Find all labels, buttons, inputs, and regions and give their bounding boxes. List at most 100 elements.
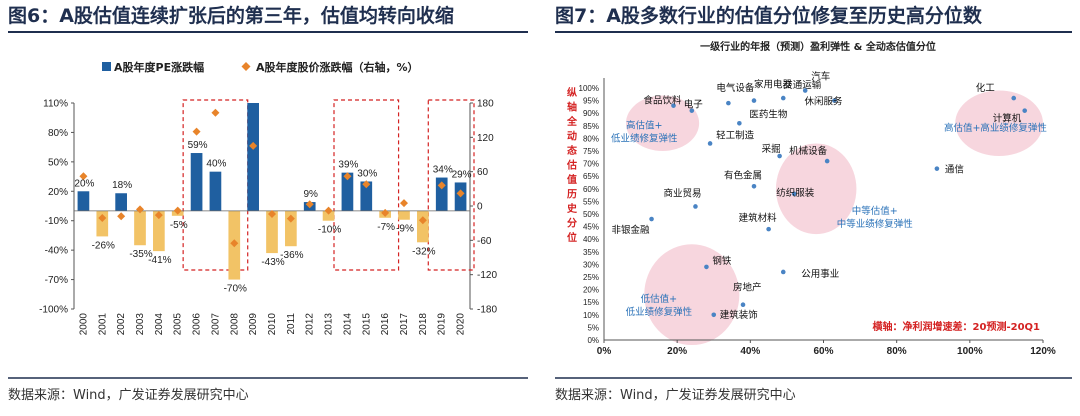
zone-label: 低业绩修复弹性: [626, 306, 693, 318]
left-axis-tick-label: -70%: [45, 275, 68, 286]
pe-value-label: -26%: [92, 240, 115, 251]
pe-bar: [435, 177, 448, 211]
price-marker: [324, 206, 333, 215]
scatter-point-label: 有色金属: [724, 169, 762, 181]
pe-value-label: -70%: [224, 284, 247, 295]
price-marker: [400, 199, 408, 208]
scatter-point: [832, 98, 837, 103]
zone-ellipse: [644, 244, 740, 346]
scatter-point: [751, 183, 757, 189]
left-chart: A股年度PE涨跌幅 A股年度股价涨跌幅（右轴，%） 110% 80% 50% 20% -10…: [39, 60, 497, 335]
x-tick-label: 100%: [957, 346, 983, 357]
y-tick-label: 40%: [583, 235, 599, 244]
y-axis-label-char: 纵: [567, 86, 577, 99]
pe-bar: [285, 210, 297, 247]
price-marker: [456, 189, 465, 198]
zone-label: 高估值+: [626, 119, 662, 131]
x-tick-label: 80%: [887, 346, 907, 357]
y-tick-label: 80%: [583, 134, 599, 143]
pe-value-label: 39%: [338, 160, 358, 171]
x-category-label: 2003: [135, 313, 146, 336]
y-tick-label: 35%: [583, 248, 599, 257]
y-tick-label: 15%: [583, 298, 599, 307]
right-figure-title: 图7：A股多数行业的估值分位修复至历史高分位数: [555, 4, 983, 27]
y-tick-label: 45%: [583, 223, 599, 232]
left-axis-tick-label: 110%: [43, 99, 68, 110]
scatter-title: 一级行业的年报（预测）盈利弹性 & 全动态估值分位: [700, 40, 936, 53]
x-category-label: 2006: [192, 313, 203, 336]
x-category-label: 2001: [97, 313, 108, 336]
scatter-point: [689, 108, 695, 113]
scatter-point: [791, 191, 797, 197]
x-category-label: 2019: [437, 313, 448, 336]
scatter-point-label: 计算机: [993, 113, 1022, 125]
scatter-point-label: 钢铁: [712, 255, 732, 267]
right-axis-tick-label: 60: [477, 167, 489, 178]
x-tick-label: 60%: [813, 346, 833, 357]
y-axis-label-char: 分: [567, 217, 577, 230]
x-category-label: 2012: [305, 313, 316, 336]
x-category-label: 2020: [456, 313, 467, 336]
pe-bar: [209, 171, 222, 211]
x-category-label: 2002: [116, 313, 127, 336]
scatter-point-label: 电气设备: [716, 82, 755, 94]
pe-bar: [266, 210, 278, 254]
scatter-point: [707, 141, 713, 146]
x-tick-label: 0%: [597, 346, 612, 357]
x-category-label: 2007: [210, 313, 221, 336]
scatter-point-label: 房地产: [733, 282, 762, 294]
legend-label-price: A股年度股价涨跌幅（右轴，%）: [256, 60, 419, 74]
scatter-point-label: 轻工制造: [716, 129, 755, 141]
pe-value-label: -35%: [129, 249, 152, 260]
legend-swatch-price: [241, 62, 251, 71]
scatter-point: [780, 95, 786, 101]
x-category-label: 2004: [154, 313, 165, 336]
scatter-point-label: 汽车: [811, 71, 830, 83]
pe-value-label: -7%: [377, 222, 395, 233]
x-category-label: 2014: [342, 313, 353, 336]
y-axis-label-char: 位: [567, 231, 577, 244]
scatter-point: [671, 103, 676, 108]
y-tick-label: 5%: [587, 323, 599, 332]
y-tick-label: 95%: [583, 97, 599, 106]
right-source: 数据来源：Wind，广发证券发展研究中心: [555, 387, 796, 403]
scatter-point-label: 通信: [945, 164, 964, 176]
scatter-point: [740, 302, 746, 308]
y-axis-label-char: 历: [567, 189, 577, 201]
right-axis-tick-label: -120: [477, 270, 497, 281]
left-axis-tick-label: -40%: [45, 246, 68, 257]
left-source: 数据来源：Wind，广发证券发展研究中心: [8, 387, 249, 403]
left-axis-tick-label: -100%: [39, 305, 68, 316]
x-category-label: 2013: [324, 313, 335, 336]
pe-bar: [417, 210, 429, 243]
y-tick-label: 50%: [583, 210, 599, 219]
x-category-label: 2018: [418, 313, 429, 336]
scatter-point: [934, 166, 940, 171]
price-marker: [211, 108, 220, 117]
price-marker: [249, 141, 258, 150]
zone-label: 低业绩修复弹性: [611, 132, 678, 144]
pe-value-label: 9%: [303, 189, 318, 200]
price-marker: [98, 214, 107, 223]
pe-bar: [398, 210, 410, 220]
y-tick-label: 100%: [579, 84, 599, 93]
price-marker: [418, 216, 427, 225]
pe-bar: [153, 210, 165, 252]
pe-value-label: -43%: [261, 257, 284, 268]
scatter-point: [802, 88, 808, 93]
scatter-point: [1011, 95, 1017, 101]
zone-label: 中等业绩修复弹性: [837, 218, 914, 230]
y-axis-label-char: 估: [566, 159, 577, 172]
y-tick-label: 85%: [583, 122, 599, 131]
pe-value-label: 40%: [206, 159, 226, 170]
pe-bar: [96, 210, 109, 237]
x-axis-label: 横轴：净利润增速差：20预测-20Q1: [873, 320, 1040, 333]
y-axis-label-char: 态: [567, 144, 577, 157]
scatter-point-label: 非银金融: [612, 224, 651, 236]
scatter-point: [704, 264, 709, 270]
y-tick-label: 30%: [583, 260, 599, 269]
left-axis-tick-label: 50%: [48, 157, 68, 168]
pe-value-label: -10%: [318, 225, 341, 236]
y-tick-label: 20%: [583, 286, 599, 295]
